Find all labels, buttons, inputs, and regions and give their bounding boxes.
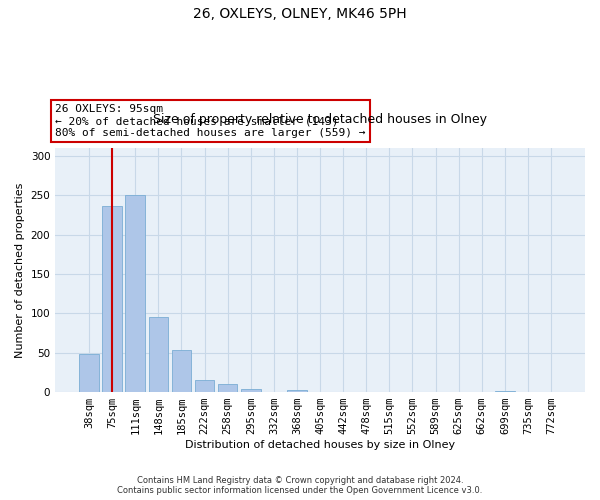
Bar <box>149 318 168 392</box>
Bar <box>218 384 238 392</box>
X-axis label: Distribution of detached houses by size in Olney: Distribution of detached houses by size … <box>185 440 455 450</box>
Title: Size of property relative to detached houses in Olney: Size of property relative to detached ho… <box>153 114 487 126</box>
Text: 26 OXLEYS: 95sqm
← 20% of detached houses are smaller (143)
80% of semi-detached: 26 OXLEYS: 95sqm ← 20% of detached house… <box>55 104 365 138</box>
Text: Contains HM Land Registry data © Crown copyright and database right 2024.
Contai: Contains HM Land Registry data © Crown c… <box>118 476 482 495</box>
Bar <box>241 389 260 392</box>
Text: 26, OXLEYS, OLNEY, MK46 5PH: 26, OXLEYS, OLNEY, MK46 5PH <box>193 8 407 22</box>
Bar <box>103 206 122 392</box>
Bar <box>79 354 99 392</box>
Bar <box>172 350 191 392</box>
Bar <box>195 380 214 392</box>
Bar <box>495 390 515 392</box>
Bar <box>125 196 145 392</box>
Y-axis label: Number of detached properties: Number of detached properties <box>15 182 25 358</box>
Bar <box>287 390 307 392</box>
